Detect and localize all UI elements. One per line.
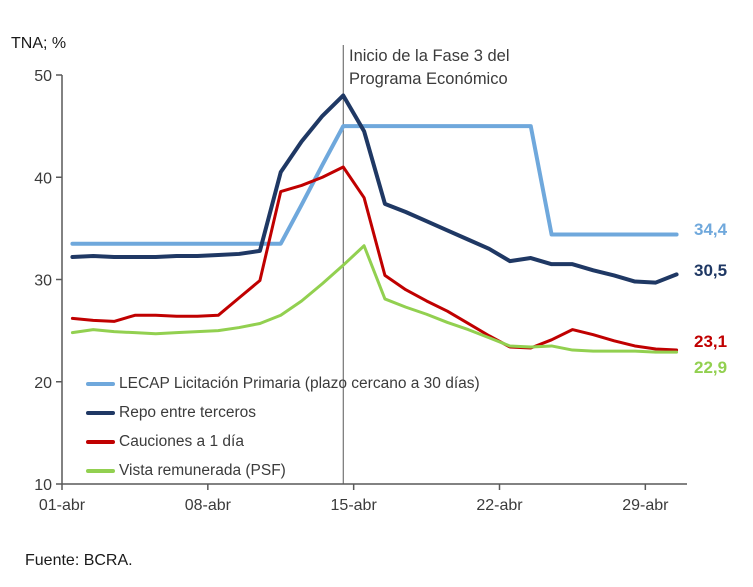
legend-label-repo: Repo entre terceros	[119, 403, 256, 421]
y-tick-label: 40	[34, 170, 52, 187]
legend-label-cauciones: Cauciones a 1 día	[119, 432, 244, 450]
x-tick-label: 08-abr	[185, 497, 232, 514]
legend-swatch-vista	[86, 468, 115, 473]
series-line-lecap	[70, 124, 679, 246]
x-tick-label: 29-abr	[622, 497, 669, 514]
end-value-label-cauciones: 23,1	[694, 332, 728, 352]
legend-label-vista: Vista remunerada (PSF)	[119, 461, 286, 479]
legend-swatch-lecap	[86, 381, 115, 386]
series-line-cauciones	[70, 165, 679, 352]
legend-item-vista: Vista remunerada (PSF)	[86, 456, 480, 485]
end-value-label-lecap: 34,4	[694, 219, 728, 239]
end-value-label-vista: 22,9	[694, 358, 728, 378]
y-tick-label: 20	[34, 375, 52, 392]
y-tick-label: 50	[34, 68, 52, 85]
annotation-text-line2: Programa Económico	[349, 70, 508, 88]
end-value-label-repo: 30,5	[694, 261, 728, 281]
annotation-label: Inicio de la Fase 3 del Programa Económi…	[349, 45, 510, 91]
legend-swatch-cauciones	[86, 439, 115, 444]
y-axis-title: TNA; %	[11, 35, 67, 52]
series-line-vista	[70, 244, 679, 354]
x-tick-label: 01-abr	[39, 497, 86, 514]
source-note: Fuente: BCRA.	[25, 552, 133, 569]
x-tick-label: 22-abr	[476, 497, 523, 514]
x-tick-label: 15-abr	[331, 497, 378, 514]
y-tick-label: 10	[34, 477, 52, 494]
annotation-text-line1: Inicio de la Fase 3 del	[349, 47, 510, 65]
legend-label-lecap: LECAP Licitación Primaria (plazo cercano…	[119, 374, 480, 392]
y-tick-label: 30	[34, 273, 52, 290]
legend-item-cauciones: Cauciones a 1 día	[86, 427, 480, 456]
legend-swatch-repo	[86, 410, 115, 415]
legend: LECAP Licitación Primaria (plazo cercano…	[86, 369, 480, 485]
legend-item-repo: Repo entre terceros	[86, 398, 480, 427]
series-line-repo	[70, 93, 679, 285]
legend-item-lecap: LECAP Licitación Primaria (plazo cercano…	[86, 369, 480, 398]
